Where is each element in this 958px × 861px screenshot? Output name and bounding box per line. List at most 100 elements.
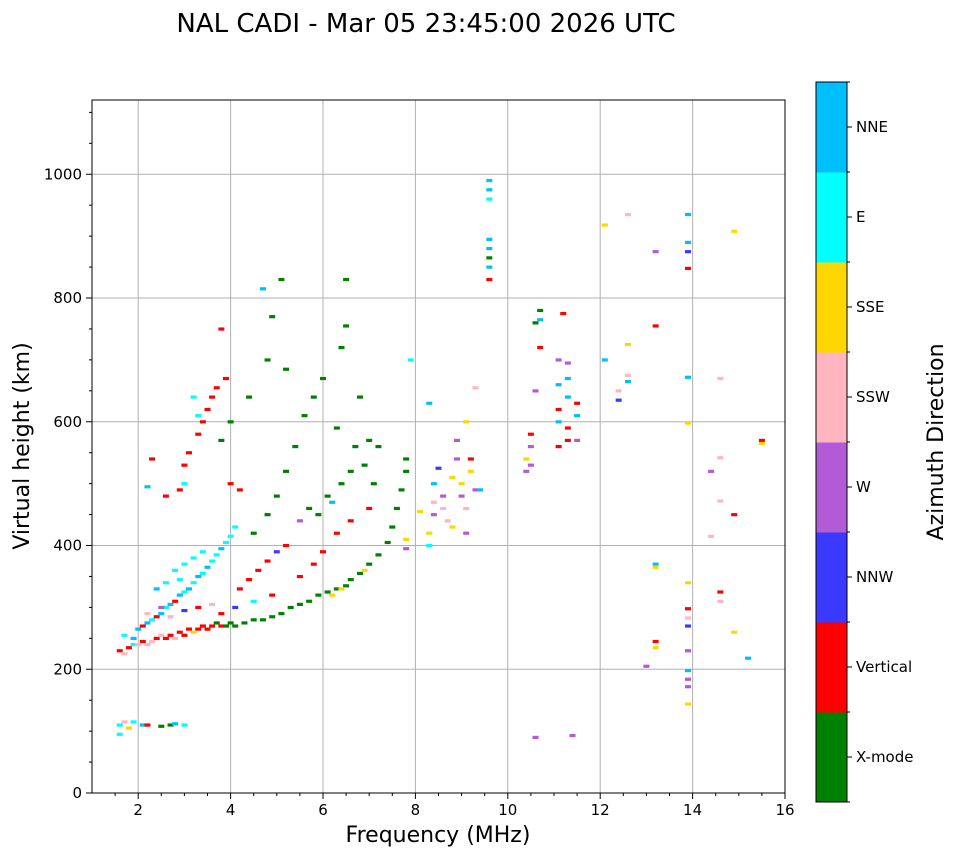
data-point-sse: [329, 593, 336, 597]
data-point-vertical: [227, 482, 234, 486]
y-tick-label: 0: [72, 784, 82, 802]
data-point-x-mode: [259, 618, 266, 622]
colorbar-swatch: [816, 172, 847, 263]
data-point-w: [453, 438, 460, 443]
y-tick-label: 400: [53, 537, 82, 555]
data-point-ssw: [624, 212, 631, 217]
data-point-x-mode: [343, 584, 350, 588]
data-points: [116, 178, 765, 740]
data-point-nne: [426, 401, 433, 405]
data-point-ssw: [209, 602, 216, 606]
data-point-x-mode: [403, 457, 410, 461]
data-point-vertical: [731, 513, 738, 517]
data-point-vertical: [555, 407, 562, 412]
data-point-e: [162, 605, 169, 610]
data-point-nne: [555, 420, 562, 424]
x-tick-label: 12: [591, 801, 610, 819]
colorbar-swatch: [816, 352, 847, 443]
colorbar-tick-label: E: [856, 208, 865, 226]
data-point-vertical: [199, 624, 206, 628]
data-point-nne: [684, 668, 691, 673]
data-point-ssw: [440, 506, 447, 511]
data-point-sse: [190, 630, 197, 634]
y-tick-label: 1000: [44, 165, 82, 183]
data-point-x-mode: [213, 621, 220, 625]
data-point-x-mode: [343, 277, 350, 282]
colorbar-tick-label: NNE: [856, 118, 888, 136]
data-point-nnw: [435, 466, 442, 470]
data-point-e: [116, 732, 123, 736]
data-point-x-mode: [398, 488, 405, 492]
data-point-vertical: [209, 395, 216, 399]
data-point-nne: [130, 636, 137, 641]
y-axis: 0 200 400 600 800 1000: [44, 111, 92, 802]
data-point-x-mode: [361, 463, 368, 467]
data-point-nne: [652, 562, 659, 566]
data-point-w: [523, 469, 530, 473]
data-point-ssw: [615, 389, 622, 393]
colorbar-tick-label: W: [856, 478, 871, 496]
data-point-ssw: [135, 643, 142, 647]
y-tick-label: 600: [53, 413, 82, 431]
data-point-x-mode: [264, 358, 271, 362]
data-point-nne: [555, 383, 562, 387]
data-point-x-mode: [338, 482, 345, 486]
data-point-nne: [684, 212, 691, 217]
data-point-e: [227, 534, 234, 538]
data-point-ssw: [684, 616, 691, 620]
data-point-sse: [652, 565, 659, 569]
data-point-x-mode: [486, 256, 493, 260]
data-point-x-mode: [393, 506, 400, 511]
data-point-x-mode: [366, 438, 373, 443]
colorbar-tick-label: Vertical: [856, 658, 912, 676]
data-point-sse: [624, 342, 631, 347]
data-point-vertical: [283, 544, 290, 548]
data-point-w: [684, 649, 691, 653]
data-point-nne: [144, 485, 151, 489]
data-point-x-mode: [537, 308, 544, 313]
data-point-x-mode: [375, 445, 382, 449]
data-point-w: [472, 488, 479, 492]
data-point-vertical: [149, 457, 156, 461]
data-point-sse: [125, 726, 132, 730]
data-point-nne: [186, 587, 193, 591]
data-point-sse: [731, 630, 738, 634]
data-point-nne: [486, 247, 493, 251]
x-tick-label: 8: [411, 801, 421, 819]
data-point-nnw: [615, 398, 622, 402]
data-point-e: [130, 643, 137, 647]
colorbar: X-mode Vertical NNW W SSW SSE E NNE: [815, 81, 913, 803]
data-point-e: [181, 723, 188, 727]
data-point-vertical: [218, 624, 225, 628]
data-point-vertical: [153, 636, 160, 641]
data-point-w: [564, 361, 571, 365]
data-point-vertical: [537, 346, 544, 350]
data-point-x-mode: [227, 420, 234, 424]
data-point-ssw: [708, 534, 715, 538]
x-tick-label: 6: [318, 801, 328, 819]
data-point-sse: [417, 509, 424, 514]
colorbar-swatch: [816, 82, 847, 173]
data-point-e: [222, 540, 229, 545]
data-point-nne: [329, 500, 336, 504]
data-point-vertical: [139, 624, 146, 628]
data-point-sse: [684, 702, 691, 706]
data-point-ssw: [144, 643, 151, 647]
data-point-nne: [176, 593, 183, 597]
data-point-x-mode: [283, 469, 290, 473]
data-point-x-mode: [347, 469, 354, 473]
data-point-vertical: [195, 627, 202, 631]
data-point-x-mode: [324, 590, 331, 594]
data-point-sse: [523, 457, 530, 461]
data-point-sse: [458, 482, 465, 486]
data-point-x-mode: [310, 395, 317, 399]
data-point-nnw: [684, 250, 691, 254]
data-point-w: [158, 605, 165, 610]
data-point-ssw: [121, 720, 128, 724]
data-point-vertical: [204, 627, 211, 631]
data-point-vertical: [195, 432, 202, 436]
data-point-w: [527, 445, 534, 449]
data-point-e: [250, 599, 257, 603]
data-point-ssw: [149, 639, 156, 644]
chart-title: NAL CADI - Mar 05 23:45:00 2026 UTC: [176, 9, 675, 39]
